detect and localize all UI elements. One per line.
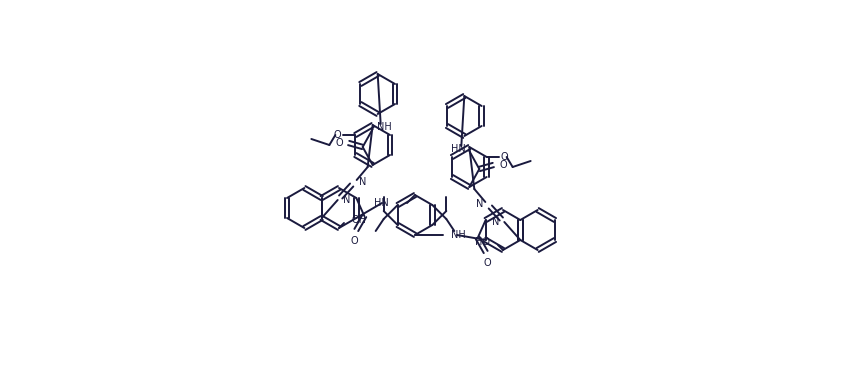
- Text: OH: OH: [352, 215, 367, 225]
- Text: O: O: [500, 160, 507, 170]
- Text: HN: HN: [450, 144, 465, 154]
- Text: O: O: [351, 236, 359, 246]
- Text: NH: NH: [377, 122, 391, 132]
- Text: N: N: [359, 177, 366, 187]
- Text: HO: HO: [475, 237, 490, 247]
- Text: N: N: [492, 217, 500, 227]
- Text: N: N: [476, 199, 483, 209]
- Text: NH: NH: [451, 230, 466, 240]
- Text: N: N: [343, 195, 350, 205]
- Text: O: O: [484, 258, 492, 268]
- Text: O: O: [501, 152, 508, 162]
- Text: HN: HN: [374, 198, 389, 208]
- Text: O: O: [333, 130, 341, 140]
- Text: O: O: [335, 138, 343, 148]
